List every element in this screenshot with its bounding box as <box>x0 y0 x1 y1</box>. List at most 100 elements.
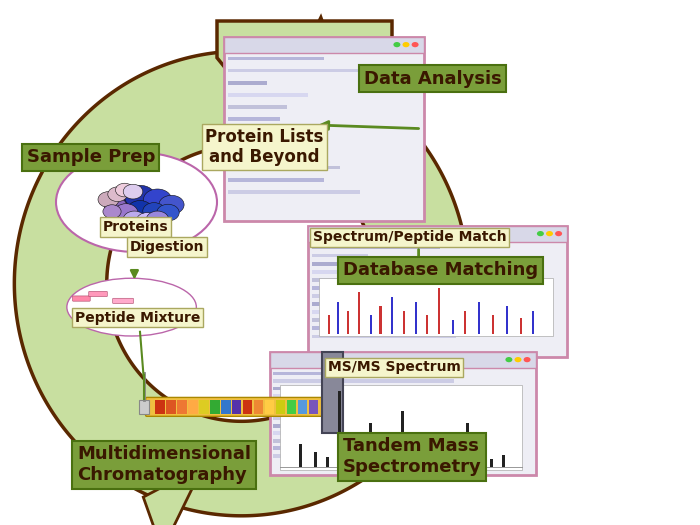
Circle shape <box>402 42 409 47</box>
FancyBboxPatch shape <box>328 316 330 334</box>
FancyBboxPatch shape <box>224 37 424 220</box>
Ellipse shape <box>66 278 196 336</box>
Circle shape <box>524 357 531 362</box>
FancyBboxPatch shape <box>312 286 421 290</box>
FancyBboxPatch shape <box>312 334 456 338</box>
FancyBboxPatch shape <box>312 318 410 322</box>
FancyBboxPatch shape <box>177 400 187 414</box>
FancyBboxPatch shape <box>139 400 149 414</box>
FancyBboxPatch shape <box>228 142 314 145</box>
FancyBboxPatch shape <box>273 409 489 413</box>
FancyBboxPatch shape <box>270 352 536 367</box>
FancyBboxPatch shape <box>273 372 426 375</box>
FancyBboxPatch shape <box>370 423 372 467</box>
FancyBboxPatch shape <box>312 278 438 282</box>
Ellipse shape <box>56 152 217 252</box>
FancyBboxPatch shape <box>270 352 536 475</box>
FancyBboxPatch shape <box>273 379 454 383</box>
FancyBboxPatch shape <box>379 306 382 334</box>
Circle shape <box>157 204 179 221</box>
FancyBboxPatch shape <box>287 400 296 414</box>
FancyBboxPatch shape <box>312 262 460 266</box>
FancyBboxPatch shape <box>153 313 172 319</box>
Polygon shape <box>15 51 469 516</box>
FancyBboxPatch shape <box>155 400 164 414</box>
FancyBboxPatch shape <box>167 400 176 414</box>
FancyBboxPatch shape <box>312 246 440 249</box>
Circle shape <box>143 203 165 219</box>
FancyBboxPatch shape <box>228 129 293 133</box>
FancyBboxPatch shape <box>452 320 454 334</box>
FancyBboxPatch shape <box>312 294 399 298</box>
FancyBboxPatch shape <box>502 455 505 467</box>
FancyBboxPatch shape <box>308 226 567 242</box>
Circle shape <box>104 197 127 214</box>
Circle shape <box>393 42 400 47</box>
FancyBboxPatch shape <box>370 316 372 334</box>
Circle shape <box>505 357 512 362</box>
Circle shape <box>114 204 138 222</box>
Circle shape <box>537 231 544 236</box>
FancyBboxPatch shape <box>438 288 440 334</box>
Circle shape <box>108 187 127 202</box>
FancyBboxPatch shape <box>273 386 379 390</box>
Circle shape <box>144 189 172 210</box>
FancyBboxPatch shape <box>146 397 327 416</box>
FancyBboxPatch shape <box>254 400 263 414</box>
FancyBboxPatch shape <box>280 385 522 470</box>
Polygon shape <box>217 21 392 165</box>
Circle shape <box>98 192 119 207</box>
Circle shape <box>123 184 143 199</box>
Text: Protein Lists
and Beyond: Protein Lists and Beyond <box>205 128 324 166</box>
FancyBboxPatch shape <box>221 400 230 414</box>
Circle shape <box>123 211 146 228</box>
Circle shape <box>514 357 522 362</box>
FancyBboxPatch shape <box>199 400 209 414</box>
FancyBboxPatch shape <box>228 178 324 182</box>
FancyBboxPatch shape <box>318 278 553 336</box>
FancyBboxPatch shape <box>228 166 340 170</box>
FancyBboxPatch shape <box>228 81 267 85</box>
FancyBboxPatch shape <box>478 301 480 334</box>
FancyBboxPatch shape <box>273 454 409 458</box>
FancyBboxPatch shape <box>232 400 241 414</box>
Polygon shape <box>280 17 340 101</box>
FancyBboxPatch shape <box>273 402 488 405</box>
FancyBboxPatch shape <box>312 254 368 257</box>
FancyBboxPatch shape <box>312 310 416 314</box>
Text: Sample Prep: Sample Prep <box>27 149 155 166</box>
Text: Tandem Mass
Spectrometry: Tandem Mass Spectrometry <box>343 437 482 476</box>
Circle shape <box>116 183 134 197</box>
FancyBboxPatch shape <box>520 318 522 334</box>
FancyBboxPatch shape <box>379 460 382 467</box>
FancyBboxPatch shape <box>308 226 567 357</box>
Circle shape <box>103 205 121 218</box>
FancyBboxPatch shape <box>444 457 447 467</box>
FancyBboxPatch shape <box>298 400 307 414</box>
Text: MS/MS Spectrum: MS/MS Spectrum <box>328 361 461 374</box>
Circle shape <box>125 185 155 208</box>
Text: Database Matching: Database Matching <box>343 261 538 279</box>
FancyBboxPatch shape <box>492 316 494 334</box>
FancyBboxPatch shape <box>309 400 318 414</box>
Text: Digestion: Digestion <box>130 240 204 254</box>
FancyBboxPatch shape <box>346 311 349 334</box>
Circle shape <box>412 42 419 47</box>
Circle shape <box>136 213 158 228</box>
FancyBboxPatch shape <box>403 311 405 334</box>
Text: Data Analysis: Data Analysis <box>364 70 502 88</box>
Circle shape <box>127 201 153 219</box>
FancyBboxPatch shape <box>265 400 274 414</box>
FancyBboxPatch shape <box>224 37 424 52</box>
FancyBboxPatch shape <box>466 423 469 467</box>
Circle shape <box>159 195 184 214</box>
FancyBboxPatch shape <box>420 460 423 467</box>
FancyBboxPatch shape <box>125 312 141 318</box>
FancyBboxPatch shape <box>89 291 107 297</box>
Circle shape <box>546 231 553 236</box>
FancyBboxPatch shape <box>391 297 393 334</box>
FancyBboxPatch shape <box>312 302 472 306</box>
FancyBboxPatch shape <box>210 400 220 414</box>
FancyBboxPatch shape <box>454 460 456 467</box>
FancyBboxPatch shape <box>228 93 309 97</box>
